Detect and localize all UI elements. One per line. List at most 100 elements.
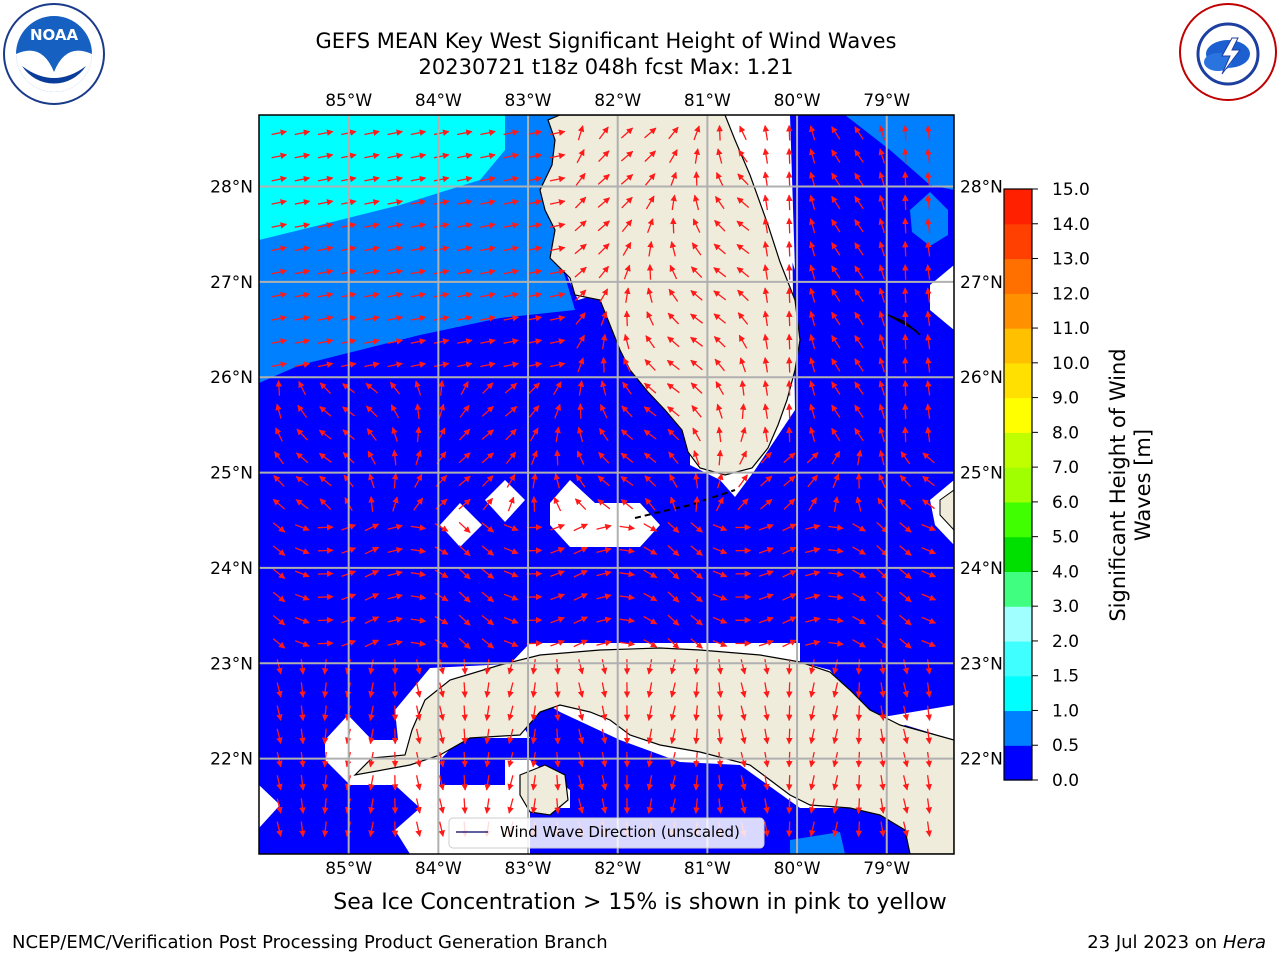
wave-direction-arrow	[364, 616, 380, 624]
wave-direction-arrow	[577, 659, 585, 675]
wave-direction-arrow	[763, 821, 770, 838]
wave-direction-arrow	[457, 315, 473, 322]
wave-direction-arrow	[786, 659, 793, 675]
wave-direction-arrow	[574, 220, 587, 232]
wave-direction-arrow	[433, 129, 450, 136]
wave-direction-arrow	[364, 338, 380, 345]
wave-direction-arrow	[276, 659, 283, 675]
wave-direction-arrow	[619, 524, 636, 531]
wave-direction-arrow	[878, 426, 886, 442]
wave-direction-arrow	[294, 338, 311, 345]
wave-direction-arrow	[690, 591, 703, 603]
wave-direction-arrow	[503, 639, 519, 648]
wave-direction-arrow	[762, 264, 770, 280]
wave-direction-arrow	[922, 499, 935, 510]
wave-direction-arrow	[387, 315, 404, 322]
wave-direction-arrow	[760, 451, 772, 464]
wave-direction-arrow	[855, 728, 863, 745]
wave-direction-arrow	[317, 152, 334, 160]
lon-tick-label: 84°W	[415, 859, 462, 879]
atlantic-mid-region	[845, 115, 954, 190]
wave-direction-arrow	[736, 266, 750, 278]
wave-direction-arrow	[598, 451, 610, 464]
wave-direction-arrow	[693, 659, 700, 675]
lon-tick-label: 82°W	[594, 859, 641, 879]
wave-direction-arrow	[854, 265, 864, 279]
colorbar: 0.0 0.5 1.0 1.5 2.0 3.0 4.0 5.0 6.0 7.0 8.0 9.0 10.0…	[1003, 180, 1090, 791]
wave-direction-arrow	[484, 705, 491, 722]
wave-direction-arrow	[410, 291, 427, 299]
wave-direction-arrow	[271, 245, 288, 252]
wave-direction-arrow	[716, 449, 724, 466]
wave-direction-arrow	[758, 570, 774, 577]
lon-labels-bottom: 85°W 84°W 83°W 82°W 81°W 80°W 79°W	[325, 859, 910, 879]
wave-direction-arrow	[717, 473, 724, 489]
wave-direction-arrow	[296, 428, 308, 441]
wave-direction-arrow	[458, 637, 471, 649]
wave-direction-arrow	[899, 498, 912, 510]
wave-direction-arrow	[368, 775, 375, 791]
wave-direction-arrow	[809, 821, 816, 837]
wave-direction-arrow	[855, 775, 863, 791]
wave-direction-arrow	[693, 171, 700, 187]
wave-direction-arrow	[415, 449, 422, 466]
wave-direction-arrow	[461, 775, 468, 791]
map-area	[259, 115, 954, 854]
wave-direction-arrow	[364, 523, 380, 532]
wave-direction-arrow	[275, 403, 282, 419]
wave-direction-arrow	[484, 775, 491, 791]
lon-tick-label: 81°W	[684, 91, 731, 111]
wave-direction-arrow	[878, 310, 886, 326]
wave-direction-arrow	[434, 615, 449, 625]
wave-direction-arrow	[597, 475, 610, 487]
wave-direction-arrow	[854, 311, 864, 326]
wave-direction-arrow	[549, 175, 566, 183]
wave-direction-arrow	[415, 659, 422, 675]
wave-direction-arrow	[299, 682, 306, 698]
wave-direction-arrow	[364, 222, 380, 229]
wave-direction-arrow	[670, 194, 677, 211]
colorbar-bin	[1004, 501, 1032, 538]
wave-direction-arrow	[549, 315, 566, 322]
wave-direction-arrow	[879, 659, 886, 675]
wave-direction-arrow	[878, 264, 886, 280]
wave-direction-arrow	[321, 821, 329, 838]
wave-direction-arrow	[368, 798, 375, 814]
wave-direction-arrow	[528, 405, 540, 418]
wave-direction-arrow	[623, 310, 631, 327]
wave-direction-arrow	[410, 547, 427, 555]
wave-direction-arrow	[713, 313, 727, 324]
wave-direction-arrow	[597, 220, 610, 232]
wave-direction-arrow	[410, 524, 427, 531]
wave-direction-arrow	[644, 382, 657, 394]
wave-direction-arrow	[809, 798, 816, 814]
wave-direction-arrow	[643, 615, 658, 625]
nodata-patch	[259, 785, 280, 828]
wave-direction-arrow	[852, 615, 867, 625]
wave-direction-arrow	[669, 659, 677, 675]
wave-direction-arrow	[716, 124, 723, 141]
wave-direction-arrow	[365, 405, 378, 418]
lon-tick-label: 84°W	[415, 91, 462, 111]
colorbar-tick-label: 12.0	[1052, 284, 1090, 304]
wave-direction-arrow	[763, 682, 770, 698]
wave-direction-arrow	[620, 429, 634, 440]
wave-direction-arrow	[458, 614, 471, 626]
wave-direction-arrow	[317, 338, 334, 345]
wave-direction-arrow	[690, 382, 703, 394]
wave-direction-arrow	[461, 659, 468, 675]
wave-direction-arrow	[294, 616, 310, 624]
wave-direction-arrow	[598, 427, 609, 442]
wave-direction-arrow	[809, 287, 816, 303]
wave-direction-arrow	[550, 546, 566, 554]
chart-title-line1: GEFS MEAN Key West Significant Height of…	[315, 29, 897, 53]
wave-direction-arrow	[879, 775, 886, 791]
wave-direction-arrow	[899, 475, 911, 487]
wave-direction-arrow	[507, 728, 514, 745]
lon-tick-label: 79°W	[863, 91, 910, 111]
wave-direction-arrow	[786, 240, 793, 257]
wave-direction-arrow	[925, 287, 932, 303]
wave-direction-arrow	[317, 175, 334, 183]
wave-direction-arrow	[809, 194, 816, 210]
wave-direction-arrow	[364, 268, 380, 276]
